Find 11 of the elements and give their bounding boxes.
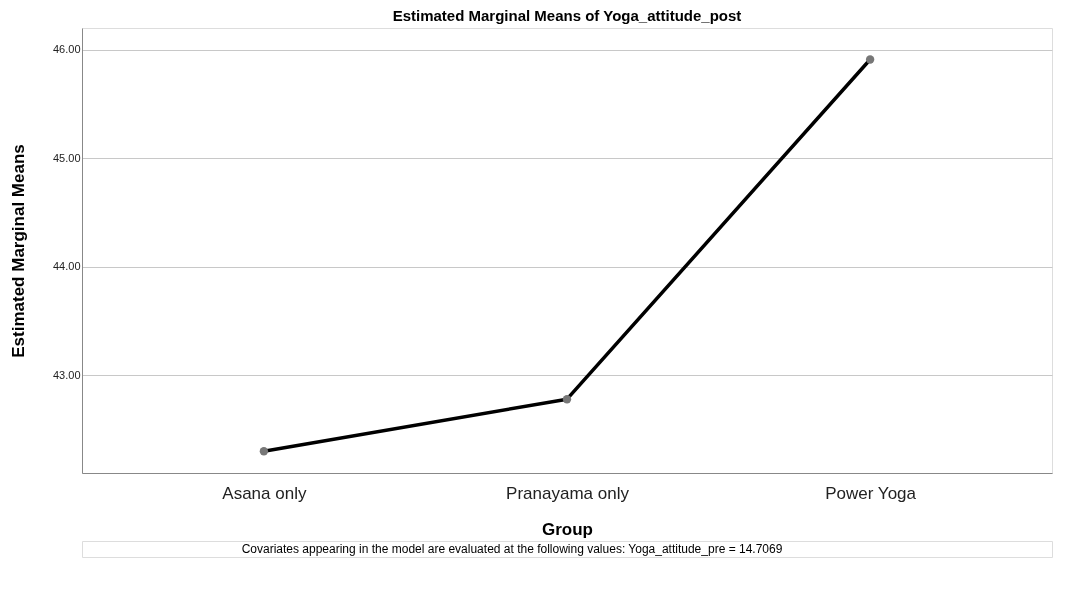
x-tick-label: Pranayama only [506,483,630,503]
text: Covariates appearing in the model are evaluated at the following values: Yoga_attitude_pre = 14.7069 [241,542,783,556]
chart-title: Estimated Marginal Means of Yoga_attitude_post [392,7,742,24]
y-tick-label: 46.00 [52,43,81,56]
y-tick-label: 44.00 [52,260,81,273]
x-tick-label: Asana only [222,483,307,503]
y-tick-label: 45.00 [52,151,81,164]
x-axis-title: Group [542,519,593,539]
x-tick-label: Power Yoga [825,483,917,503]
y-tick-label: 43.00 [52,368,81,381]
y-axis-title: Estimated Marginal Means [8,144,28,358]
